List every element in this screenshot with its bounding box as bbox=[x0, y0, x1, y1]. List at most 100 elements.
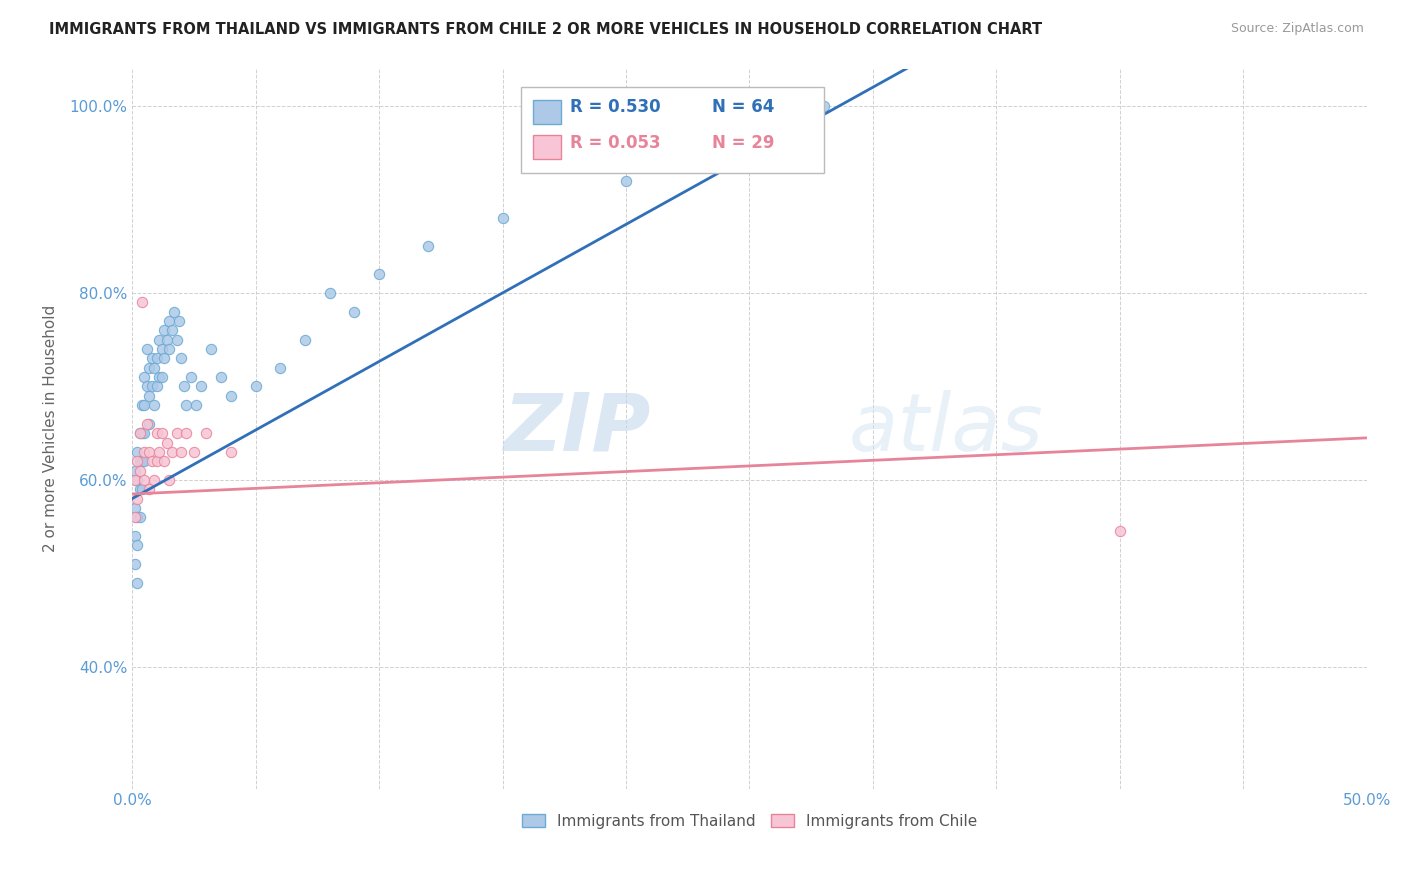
Point bbox=[141, 454, 163, 468]
Point bbox=[143, 398, 166, 412]
Point bbox=[167, 314, 190, 328]
Point bbox=[219, 389, 242, 403]
Point bbox=[134, 445, 156, 459]
Point bbox=[170, 445, 193, 459]
Point bbox=[148, 333, 170, 347]
Point bbox=[195, 426, 218, 441]
Point bbox=[166, 333, 188, 347]
Point bbox=[245, 379, 267, 393]
Point bbox=[614, 174, 637, 188]
Point bbox=[146, 379, 169, 393]
Point bbox=[157, 342, 180, 356]
FancyBboxPatch shape bbox=[533, 135, 561, 159]
Point bbox=[134, 398, 156, 412]
Point bbox=[190, 379, 212, 393]
Point bbox=[125, 473, 148, 487]
Point bbox=[135, 342, 157, 356]
Point bbox=[128, 483, 150, 497]
Point bbox=[134, 473, 156, 487]
Text: IMMIGRANTS FROM THAILAND VS IMMIGRANTS FROM CHILE 2 OR MORE VEHICLES IN HOUSEHOL: IMMIGRANTS FROM THAILAND VS IMMIGRANTS F… bbox=[49, 22, 1042, 37]
Point bbox=[125, 445, 148, 459]
FancyBboxPatch shape bbox=[533, 100, 561, 124]
Point bbox=[150, 342, 173, 356]
Point bbox=[141, 351, 163, 366]
Point bbox=[138, 389, 160, 403]
Point bbox=[138, 445, 160, 459]
Point bbox=[125, 575, 148, 590]
Text: atlas: atlas bbox=[848, 390, 1043, 467]
Text: Source: ZipAtlas.com: Source: ZipAtlas.com bbox=[1230, 22, 1364, 36]
Point bbox=[146, 351, 169, 366]
FancyBboxPatch shape bbox=[522, 87, 824, 173]
Point bbox=[146, 426, 169, 441]
Point bbox=[153, 454, 176, 468]
Text: ZIP: ZIP bbox=[503, 390, 651, 467]
Point bbox=[153, 351, 176, 366]
Point bbox=[173, 379, 195, 393]
Point bbox=[318, 285, 340, 300]
Point bbox=[176, 398, 198, 412]
Point bbox=[157, 314, 180, 328]
Point bbox=[150, 426, 173, 441]
Point bbox=[128, 510, 150, 524]
Point bbox=[163, 304, 186, 318]
Point bbox=[138, 360, 160, 375]
Point bbox=[124, 529, 146, 543]
Point bbox=[134, 454, 156, 468]
Point bbox=[125, 491, 148, 506]
Text: N = 29: N = 29 bbox=[713, 134, 775, 152]
Point bbox=[125, 510, 148, 524]
Point bbox=[183, 445, 205, 459]
Point bbox=[1108, 524, 1130, 539]
Point bbox=[219, 445, 242, 459]
Point bbox=[160, 323, 183, 337]
Point bbox=[124, 510, 146, 524]
Point bbox=[269, 360, 291, 375]
Point bbox=[124, 464, 146, 478]
Text: N = 64: N = 64 bbox=[713, 98, 775, 116]
Point bbox=[157, 473, 180, 487]
Point bbox=[180, 370, 202, 384]
Point bbox=[138, 417, 160, 431]
Legend: Immigrants from Thailand, Immigrants from Chile: Immigrants from Thailand, Immigrants fro… bbox=[516, 807, 983, 835]
Point bbox=[368, 267, 391, 281]
Point bbox=[124, 501, 146, 516]
Point bbox=[128, 464, 150, 478]
Point bbox=[343, 304, 366, 318]
Point bbox=[418, 239, 440, 253]
Point bbox=[166, 426, 188, 441]
Point bbox=[170, 351, 193, 366]
Point bbox=[134, 370, 156, 384]
Point bbox=[131, 454, 153, 468]
Point bbox=[131, 426, 153, 441]
Point bbox=[813, 99, 835, 113]
Point bbox=[294, 333, 316, 347]
Point bbox=[131, 483, 153, 497]
Point bbox=[491, 211, 513, 226]
Point bbox=[186, 398, 208, 412]
Text: R = 0.053: R = 0.053 bbox=[571, 134, 661, 152]
Point bbox=[128, 426, 150, 441]
Point bbox=[141, 379, 163, 393]
Point bbox=[150, 370, 173, 384]
Point bbox=[128, 454, 150, 468]
Point bbox=[176, 426, 198, 441]
Point bbox=[148, 370, 170, 384]
Point bbox=[125, 454, 148, 468]
Point bbox=[131, 398, 153, 412]
Point bbox=[200, 342, 222, 356]
Point bbox=[125, 538, 148, 552]
Point bbox=[156, 435, 179, 450]
Point bbox=[124, 473, 146, 487]
Point bbox=[143, 473, 166, 487]
Text: R = 0.530: R = 0.530 bbox=[571, 98, 661, 116]
Point bbox=[153, 323, 176, 337]
Point bbox=[143, 360, 166, 375]
Point bbox=[148, 445, 170, 459]
Point bbox=[134, 426, 156, 441]
Point bbox=[128, 426, 150, 441]
Point bbox=[135, 417, 157, 431]
Point bbox=[124, 557, 146, 571]
Point bbox=[135, 379, 157, 393]
Y-axis label: 2 or more Vehicles in Household: 2 or more Vehicles in Household bbox=[44, 305, 58, 552]
